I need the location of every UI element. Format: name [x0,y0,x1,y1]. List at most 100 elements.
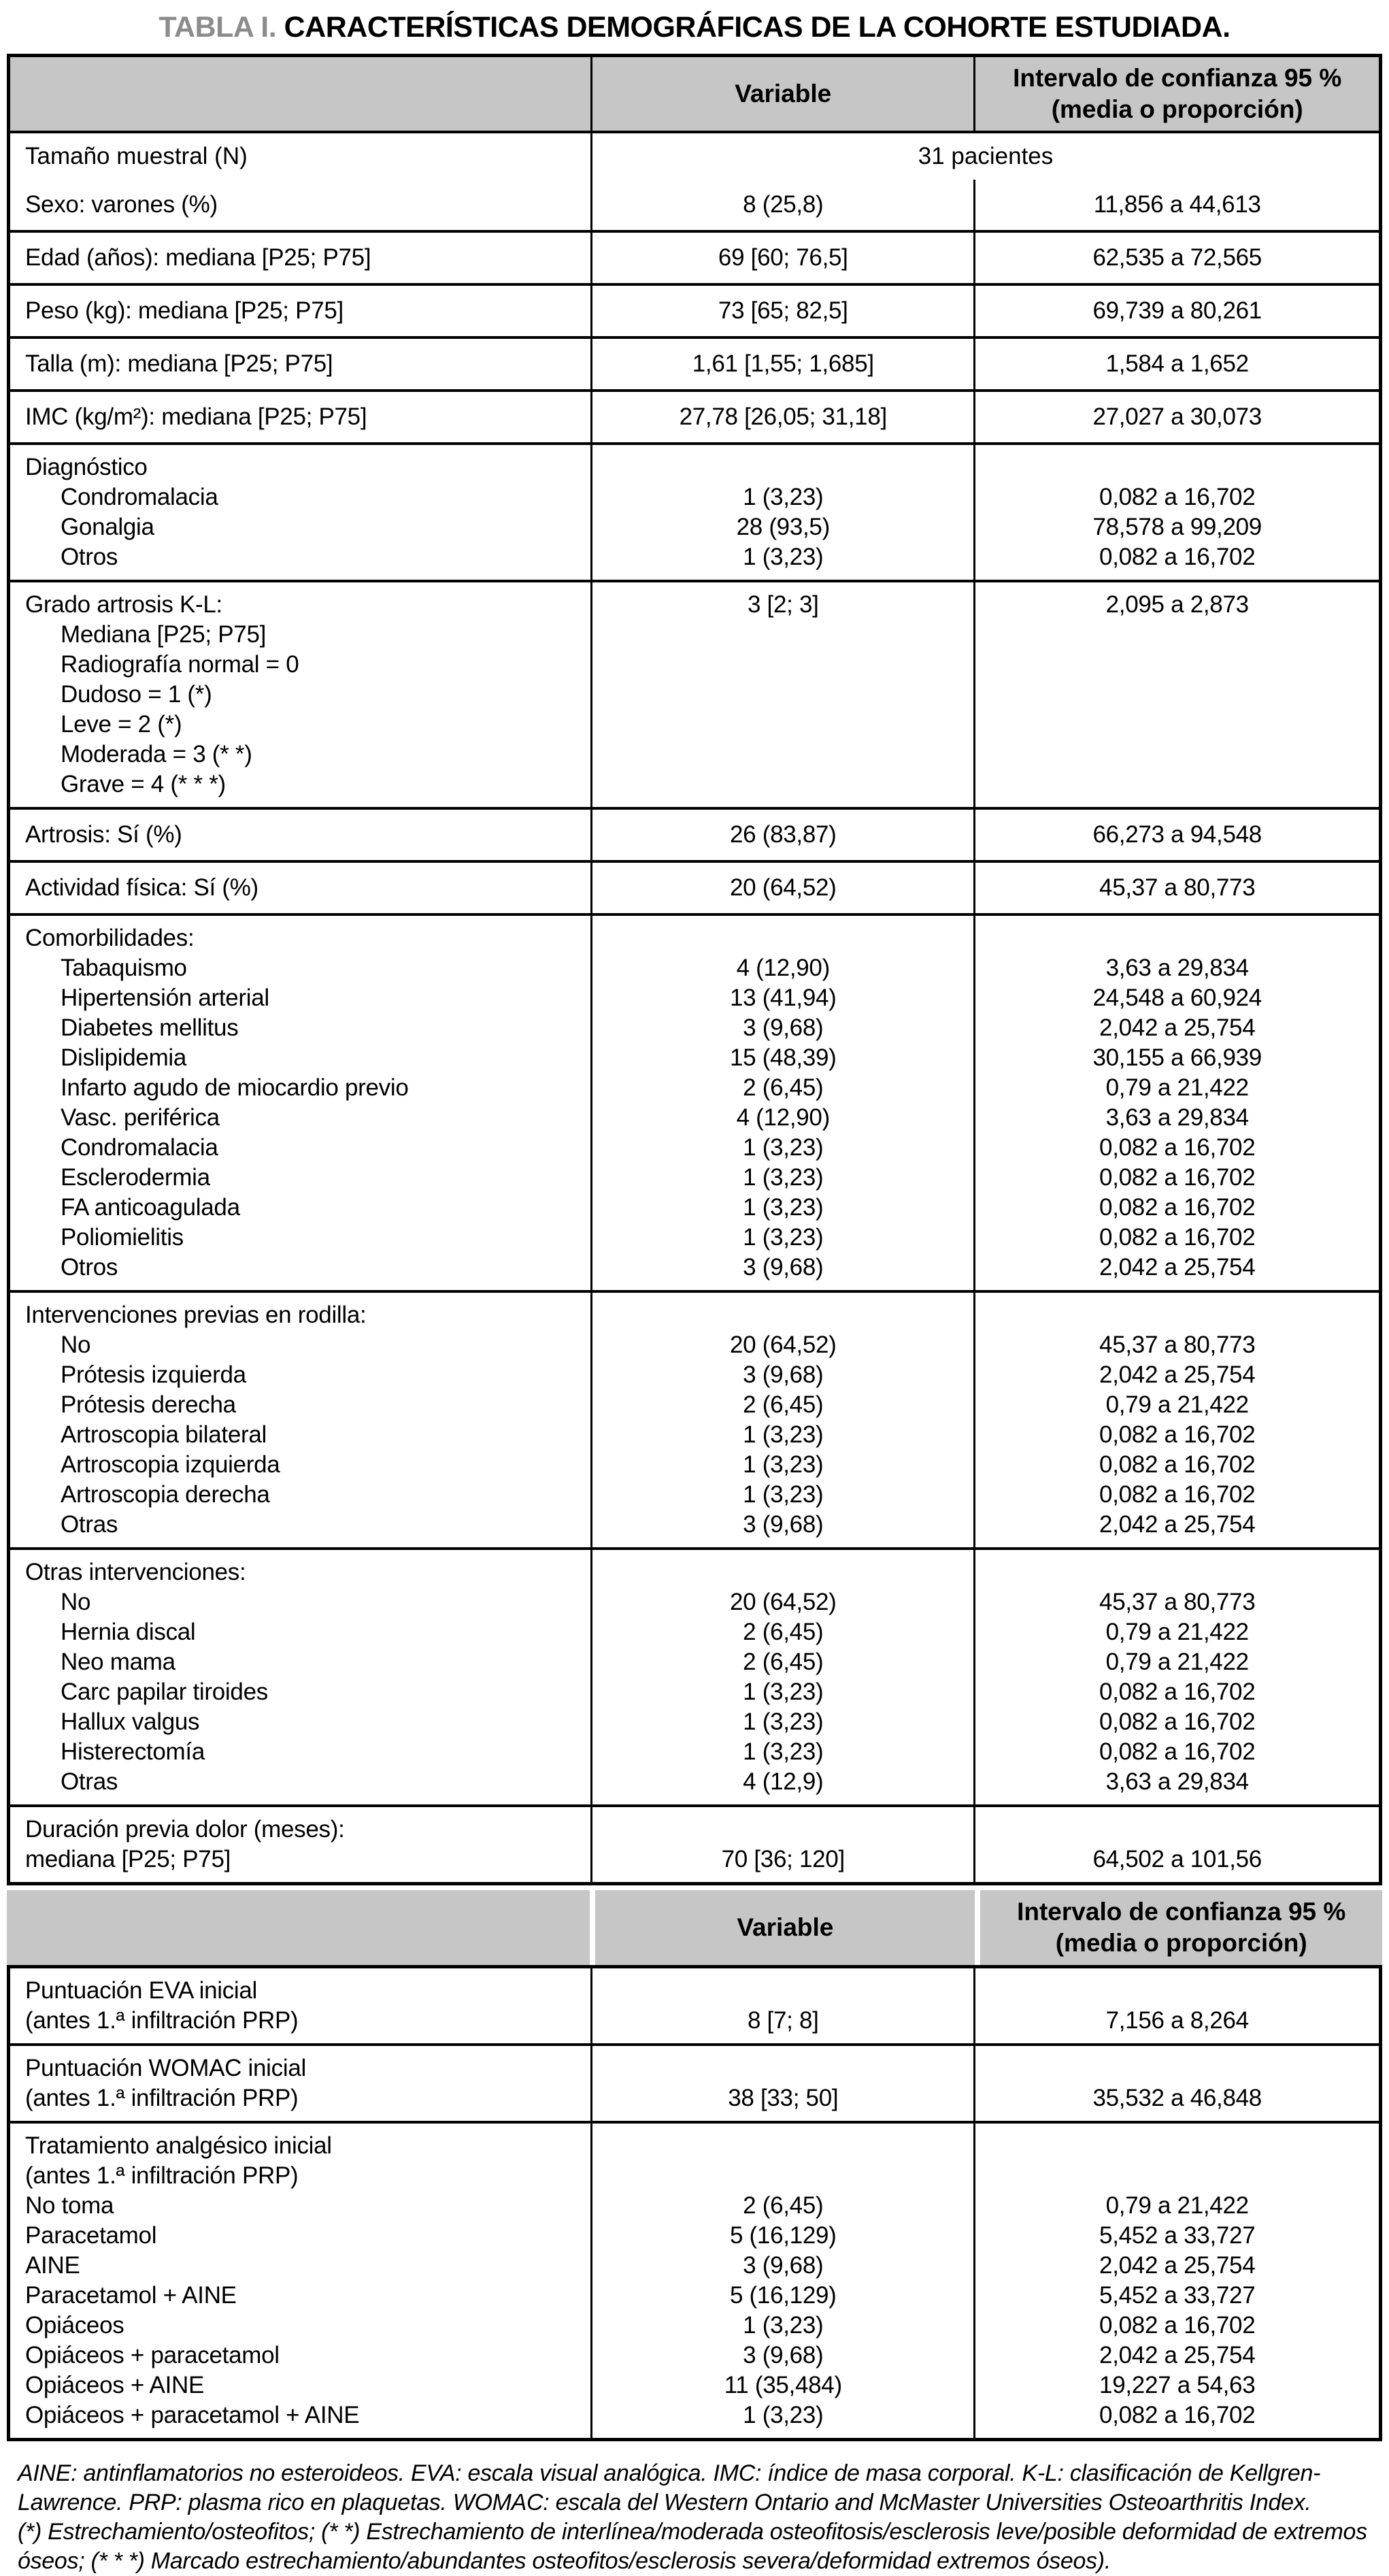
row-value-cell: 69 [60; 76,5] [590,233,973,283]
table-row: Grado artrosis K-L: Mediana [P25; P75] Rad… [10,580,1379,807]
row-value-cell: 20 (64,52) 3 (9,68) 2 (6,45) 1 (3,23) 1 (3,2… [590,1293,973,1547]
row-value: 70 [36; 120] [721,1846,846,1872]
row-value: 26 (83,87) [729,821,837,848]
row-value [592,1976,973,2006]
footnotes: AINE: antinflamatorios no esteroideos. E… [7,2441,1382,2576]
row-ci: 19,227 a 54,63 [1099,2372,1256,2398]
table-row: Intervenciones previas en rodilla: No Prót… [10,1290,1379,1547]
row-label-cell: Puntuación WOMAC inicial (antes 1.ª infil… [10,2046,590,2121]
row-label: Opiáceos [25,2312,124,2339]
row-ci-cell: 27,027 a 30,073 [973,392,1379,442]
table-row: Sexo: varones (%) 8 (25,8) 11,856 a 44,613 [10,180,1379,230]
row-ci: 0,79 a 21,422 [1105,1649,1249,1675]
header-cell-variable: Variable [590,57,973,131]
row-label: Grado artrosis K-L: [25,591,222,618]
row-value-cell: 70 [36; 120] [590,1807,973,1882]
row-value: 1 (3,23) [743,1421,824,1448]
row-ci [975,620,1379,650]
row-value [592,650,973,680]
table-row: Actividad física: Sí (%) 20 (64,52) 45,37 … [10,860,1379,913]
row-label-cell: Sexo: varones (%) [10,180,590,230]
row-value: 3 (9,68) [743,1014,824,1041]
row-ci [975,2131,1379,2161]
row-value-cell: 3 [2; 3] [590,582,973,807]
row-label-cell: Comorbilidades: Tabaquismo Hipertensión ar… [10,916,590,1290]
row-ci: 27,027 a 30,073 [1092,403,1262,430]
row-ci [975,680,1379,710]
row-value: 28 (93,5) [736,514,831,540]
header2-cell-variable: Variable [590,1890,975,1965]
row-value: 38 [33; 50] [728,2085,839,2111]
row-label-cell: Edad (años): mediana [P25; P75] [10,233,590,283]
row-ci: 0,79 a 21,422 [1105,1074,1249,1101]
row-label: Tabaquismo [61,955,187,981]
table-row: Puntuación EVA inicial (antes 1.ª infiltr… [10,1968,1379,2043]
row-value [592,1815,973,1845]
row-ci-cell: 2,095 a 2,873 [973,582,1379,807]
row-label: Tratamiento analgésico inicial [25,2132,332,2159]
row-label-cell: IMC (kg/m²): mediana [P25; P75] [10,392,590,442]
demographics-table-part2: Puntuación EVA inicial (antes 1.ª infiltr… [7,1965,1382,2441]
row-value: 1 (3,23) [743,484,824,510]
row-label: (antes 1.ª infiltración PRP) [25,2085,299,2111]
row-label: Opiáceos + AINE [25,2372,205,2398]
row-label: Opiáceos + paracetamol [25,2342,280,2368]
row-ci [975,1815,1379,1845]
row-ci: 0,082 a 16,702 [1099,2312,1256,2339]
row-value: 1 (3,23) [743,1481,824,1508]
row-ci: 0,082 a 16,702 [1099,1194,1256,1221]
row-ci: 0,79 a 21,422 [1105,2192,1249,2219]
row-label: Diabetes mellitus [61,1014,239,1041]
row-ci: 0,082 a 16,702 [1099,1451,1256,1478]
row-ci [975,740,1379,770]
row-ci: 2,042 a 25,754 [1099,1254,1256,1281]
row-label: Infarto agudo de miocardio previo [61,1074,409,1101]
row-label-cell: Actividad física: Sí (%) [10,863,590,913]
row-ci: 2,095 a 2,873 [1105,591,1249,618]
row-value-cell: 8 [7; 8] [590,1968,973,2043]
row-ci-cell: 3,63 a 29,834 24,548 a 60,924 2,042 a 25,7… [973,916,1379,1290]
row-ci: 2,042 a 25,754 [1099,1511,1256,1538]
header2-cell-confidence-interval: Intervalo de confianza 95 % (media o pro… [975,1890,1382,1965]
row-ci: 45,37 a 80,773 [1099,1589,1256,1615]
table-row: Otras intervenciones: No Hernia discal Neo … [10,1547,1379,1804]
header-cell-confidence-interval: Intervalo de confianza 95 % (media o pro… [973,57,1379,131]
row-value [592,620,973,650]
row-value: 3 (9,68) [743,1361,824,1388]
row-label-cell: Tratamiento analgésico inicial (antes 1.ª… [10,2124,590,2438]
row-value: 2 (6,45) [743,1391,824,1418]
row-ci: 0,082 a 16,702 [1099,1421,1256,1448]
row-label: Paracetamol [25,2222,157,2249]
header2-cell-empty [7,1890,590,1965]
row-label: Diagnóstico [25,454,148,480]
row-ci: 24,548 a 60,924 [1092,985,1262,1011]
row-label: Peso (kg): mediana [P25; P75] [25,297,344,324]
row-label: mediana [P25; P75] [25,1846,231,1872]
row-value: 3 (9,68) [743,2342,824,2368]
row-value: 3 (9,68) [743,2252,824,2279]
row-ci-cell: 62,535 a 72,565 [973,233,1379,283]
row-ci: 2,042 a 25,754 [1099,2252,1256,2279]
row-label: Condromalacia [61,1134,218,1161]
row-ci [975,923,1379,953]
row-label: Artroscopia izquierda [61,1451,280,1478]
row-ci: 0,082 a 16,702 [1099,1164,1256,1191]
footnote-abbreviations: AINE: antinflamatorios no esteroideos. E… [18,2460,1321,2515]
row-value-cell: 1,61 [1,55; 1,685] [590,339,973,389]
sample-size-label-cell: Tamaño muestral (N) [10,133,590,180]
row-ci-cell: 45,37 a 80,773 2,042 a 25,754 0,79 a 21,42… [973,1293,1379,1547]
row-value [592,923,973,953]
row-value: 4 (12,90) [736,955,831,981]
row-label: Dudoso = 1 (*) [61,681,212,708]
row-value: 1 (3,23) [743,1164,824,1191]
row-label: (antes 1.ª infiltración PRP) [25,2007,299,2034]
row-label: Artroscopia derecha [61,1481,270,1508]
row-value: 2 (6,45) [743,1619,824,1645]
table-header-2: Variable Intervalo de confianza 95 % (me… [7,1890,1382,1965]
row-label-cell: Puntuación EVA inicial (antes 1.ª infiltr… [10,1968,590,2043]
row-label: Paracetamol + AINE [25,2282,237,2309]
row-ci-cell: 45,37 a 80,773 0,79 a 21,422 0,79 a 21,422… [973,1550,1379,1804]
row-ci: 0,79 a 21,422 [1105,1619,1249,1645]
row-label-cell: Artrosis: Sí (%) [10,810,590,860]
